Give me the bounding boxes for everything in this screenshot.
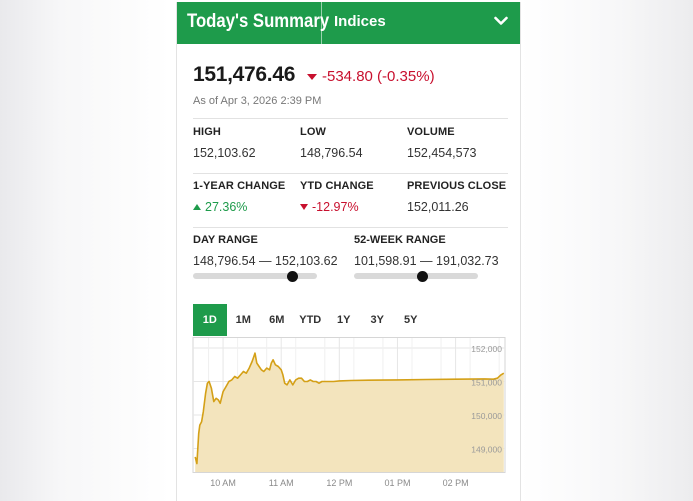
day-range-track [193,270,317,282]
y-tick-label: 151,000 [471,378,502,388]
day-range-value: 148,796.54 — 152,103.62 [193,254,338,268]
stat-label: PREVIOUS CLOSE [407,180,507,192]
x-tick-label: 01 PM [384,478,410,488]
stat-previous-close: PREVIOUS CLOSE 152,011.26 [407,180,506,214]
price-change-value: -534.80 (-0.35%) [322,68,435,85]
price-change: -534.80 (-0.35%) [307,68,435,85]
stat-value-text: 152,011.26 [407,200,469,214]
tab-3y[interactable]: 3Y [370,314,384,326]
stat-value-text: 152,103.62 [193,146,256,160]
x-tick-label: 12 PM [326,478,352,488]
stat-label: VOLUME [407,126,455,138]
tab-1d[interactable]: 1D [193,304,227,336]
52-week-range: 52-WEEK RANGE 101,598.91 — 191,032.73 [354,234,499,268]
stat-value: 27.36% [193,200,285,214]
52-week-range-track [354,270,478,282]
y-tick-label: 152,000 [471,344,502,354]
x-tick-label: 11 AM [269,478,294,488]
x-tick-label: 10 AM [210,478,236,488]
day-range: DAY RANGE 148,796.54 — 152,103.62 [193,234,338,268]
stat-label: LOW [300,126,326,138]
divider [193,227,508,228]
stat-label: YTD CHANGE [300,180,374,192]
summary-widget: Today's Summary Indices 151,476.46 -534.… [176,2,521,501]
tab-1m[interactable]: 1M [235,314,251,326]
stat-value: 148,796.54 [300,146,363,160]
stat-value-text: -12.97% [312,200,359,214]
stat-high: HIGH 152,103.62 [193,126,256,160]
chevron-down-icon[interactable] [494,16,508,26]
stat-volume: VOLUME 152,454,573 [407,126,477,160]
x-tick-label: 02 PM [443,478,469,488]
52-week-range-label: 52-WEEK RANGE [354,234,446,246]
stat-value: 152,103.62 [193,146,256,160]
period-tabs: 1D 1M 6M YTD 1Y 3Y 5Y [193,304,428,336]
up-arrow-icon [193,204,201,210]
stat-value: 152,011.26 [407,200,506,214]
stat-label: HIGH [193,126,221,138]
stat-value: -12.97% [300,200,374,214]
down-arrow-icon [300,204,308,210]
tab-5y[interactable]: 5Y [404,314,418,326]
stat-value-text: 152,454,573 [407,146,477,160]
stat-label: 1-YEAR CHANGE [193,180,286,192]
summary-header: Today's Summary Indices [177,2,520,44]
tab-1y[interactable]: 1Y [337,314,351,326]
divider [193,173,508,174]
stat-1-year-change: 1-YEAR CHANGE 27.36% [193,180,285,214]
series-area [195,353,504,472]
52-week-range-value: 101,598.91 — 191,032.73 [354,254,499,268]
stat-value-text: 27.36% [205,200,248,214]
52-week-range-marker [416,270,428,282]
indices-dropdown[interactable]: Indices [334,13,386,30]
stat-ytd-change: YTD CHANGE -12.97% [300,180,374,214]
intraday-chart: 152,000 151,000 150,000 149,000 10 AM 11 AM 12… [192,337,506,488]
stat-low: LOW 148,796.54 [300,126,363,160]
divider [193,118,508,119]
stat-value-text: 148,796.54 [300,146,363,160]
header-divider [321,2,322,44]
down-arrow-icon [307,73,317,80]
series-line [194,352,505,465]
day-range-marker [287,270,299,282]
stat-value: 152,454,573 [407,146,477,160]
y-tick-label: 150,000 [471,411,502,421]
day-range-label: DAY RANGE [193,234,258,246]
tab-ytd[interactable]: YTD [299,314,322,326]
current-price: 151,476.46 [193,63,296,86]
y-tick-label: 149,000 [471,445,502,455]
tab-6m[interactable]: 6M [269,314,285,326]
as-of-timestamp: As of Apr 3, 2026 2:39 PM [193,95,322,107]
summary-title: Today's Summary [187,11,330,32]
